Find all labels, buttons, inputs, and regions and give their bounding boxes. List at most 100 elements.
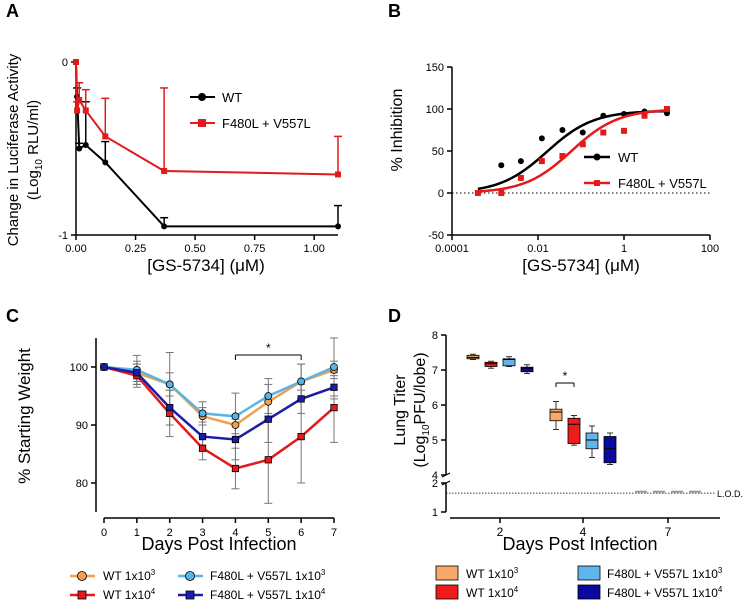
panel-a-point	[73, 59, 79, 65]
panel-b-xtick-label: 0.01	[527, 243, 548, 255]
legend-marker-wt-1e3	[77, 571, 87, 581]
panel-c-series-line-1	[103, 365, 335, 470]
panel-a-xtick-label: 0.50	[184, 243, 205, 255]
panel-c-point	[297, 432, 305, 441]
panel-a-point	[82, 142, 89, 149]
panel-b-point	[538, 158, 545, 165]
panel-b-ytick-label: 100	[426, 104, 444, 116]
panel-c-xtick-label: 4	[232, 527, 238, 539]
panel-b-xlabel: [GS-5734] (μM)	[522, 256, 640, 275]
panel-a-point	[102, 133, 109, 140]
panel-c-point	[231, 412, 240, 421]
panel-c-point	[297, 395, 305, 403]
panel-c-point	[231, 421, 240, 429]
panel-b-point	[559, 127, 566, 133]
panel-a-ytick-label: 0	[62, 57, 68, 69]
panel-c-xtick-label: 2	[167, 527, 173, 539]
legend-label-wt-1e4: WT 1x104	[103, 587, 156, 600]
panel-b-ylabel: % Inhibition	[389, 89, 406, 172]
panel-a-xtick-label: 0.25	[125, 243, 146, 255]
panel-c-series-line-3	[103, 365, 335, 441]
panel-b-point	[621, 127, 627, 134]
panel-a-xtick-label: 1.00	[303, 243, 324, 255]
panel-a-point	[74, 107, 81, 114]
panel-d-xtick-label: 4	[580, 525, 587, 539]
panel-d-ytick-label: 6	[432, 400, 438, 412]
legend-marker-wt-b	[593, 153, 601, 161]
panel-letter-d: D	[388, 306, 401, 326]
panel-b-xtick-label: 1	[621, 243, 627, 255]
panel-a-ytick-label: -1	[58, 230, 68, 242]
panel-a-series-line-0	[75, 61, 338, 228]
panel-b-point	[579, 129, 586, 136]
legend-label-d-wt-1e4: WT 1x104	[466, 585, 519, 600]
panel-c-point	[198, 409, 207, 418]
panel-b-fit-curve-0	[477, 109, 665, 191]
legend-label-wt-b: WT	[618, 150, 638, 165]
panel-c-point	[330, 403, 338, 412]
panel-d-xtick-label: 7	[665, 525, 672, 539]
panel-d-ytick-label: 1	[432, 507, 438, 519]
panel-d-legend: WT 1x103 WT 1x104 F480L + V557L 1x103 F4…	[435, 565, 723, 600]
panel-c-point	[166, 403, 174, 412]
legend-marker-mut-1e3	[185, 571, 195, 581]
legend-marker-wt	[198, 93, 206, 101]
panel-c-xtick-label: 0	[101, 527, 107, 539]
panel-a-ylabel-line1: Change in Luciferase Activity	[5, 53, 22, 246]
panel-c-point	[330, 363, 338, 371]
panel-c-point	[297, 377, 306, 386]
panel-a-point	[82, 107, 89, 114]
panel-a-point	[102, 159, 109, 166]
legend-swatch-wt-1e4	[435, 584, 459, 600]
panel-letter-c: C	[6, 306, 19, 326]
panel-c-point	[165, 380, 174, 389]
panel-c-series-line-2	[103, 365, 335, 418]
panel-c-sig-star: *	[266, 341, 271, 355]
legend-label-mut-1e4: F480L + V557L 1x104	[210, 587, 326, 600]
panel-d-xtick-label: 2	[497, 525, 504, 539]
panel-c-point	[330, 383, 338, 391]
panel-c-xtick-label: 1	[134, 527, 140, 539]
legend-label-d-mut-1e4: F480L + V557L 1x104	[607, 585, 723, 600]
panel-b-point	[600, 129, 607, 136]
panel-b-point	[498, 162, 505, 169]
panel-b-point	[474, 190, 481, 196]
legend-swatch-mut-1e4	[577, 584, 601, 600]
panel-a-point	[76, 97, 83, 104]
panel-a-xtick-label: 0.00	[65, 243, 86, 255]
panel-a-point	[335, 223, 341, 230]
panel-b-ytick-label: 50	[432, 146, 444, 158]
panel-d-lod-label: L.O.D.	[717, 489, 743, 499]
legend-marker-mutant-b	[594, 180, 600, 186]
panel-c-ytick-label: 80	[76, 478, 88, 490]
legend-label-mutant-b: F480L + V557L	[618, 176, 707, 191]
legend-label-d-mut-1e3: F480L + V557L 1x103	[607, 566, 723, 581]
legend-label-d-wt-1e3: WT 1x103	[466, 566, 519, 581]
panel-d-ytick-label: 2	[432, 478, 438, 490]
panel-c-ylabel: % Starting Weight	[15, 348, 34, 484]
panel-b-point	[517, 158, 524, 165]
panel-b: % Inhibition [GS-5734] (μM) -50 0 50 100 150…	[389, 62, 719, 275]
panel-d-ylabel-line2: (Log10PFU/lobe)	[412, 352, 432, 467]
panel-c: % Starting Weight Days Post Infection 80…	[15, 337, 338, 600]
panel-d-box	[549, 408, 563, 422]
panel-c-point	[198, 432, 207, 441]
panel-a-ylabel-line2: (Log10 RLU/ml)	[25, 100, 45, 200]
panel-d-box	[502, 358, 516, 367]
panel-b-point	[559, 153, 566, 160]
panel-d-xlabel: Days Post Infection	[502, 534, 657, 554]
legend-marker-mut-1e4	[185, 590, 195, 600]
panel-c-point	[264, 456, 272, 464]
panel-b-point	[664, 106, 670, 112]
panel-d-box	[520, 366, 534, 373]
panel-d-ytick-label: 7	[432, 365, 438, 377]
panel-b-xtick-label: 100	[701, 243, 719, 255]
panel-b-ytick-label: 0	[438, 188, 444, 200]
panel-d-ytick-label: 4	[432, 470, 438, 482]
panel-c-point	[100, 363, 108, 371]
panel-c-point	[133, 369, 141, 377]
panel-d-sig-star: *	[563, 369, 568, 383]
panel-b-point	[600, 112, 607, 119]
legend-swatch-mut-1e3	[577, 565, 601, 581]
